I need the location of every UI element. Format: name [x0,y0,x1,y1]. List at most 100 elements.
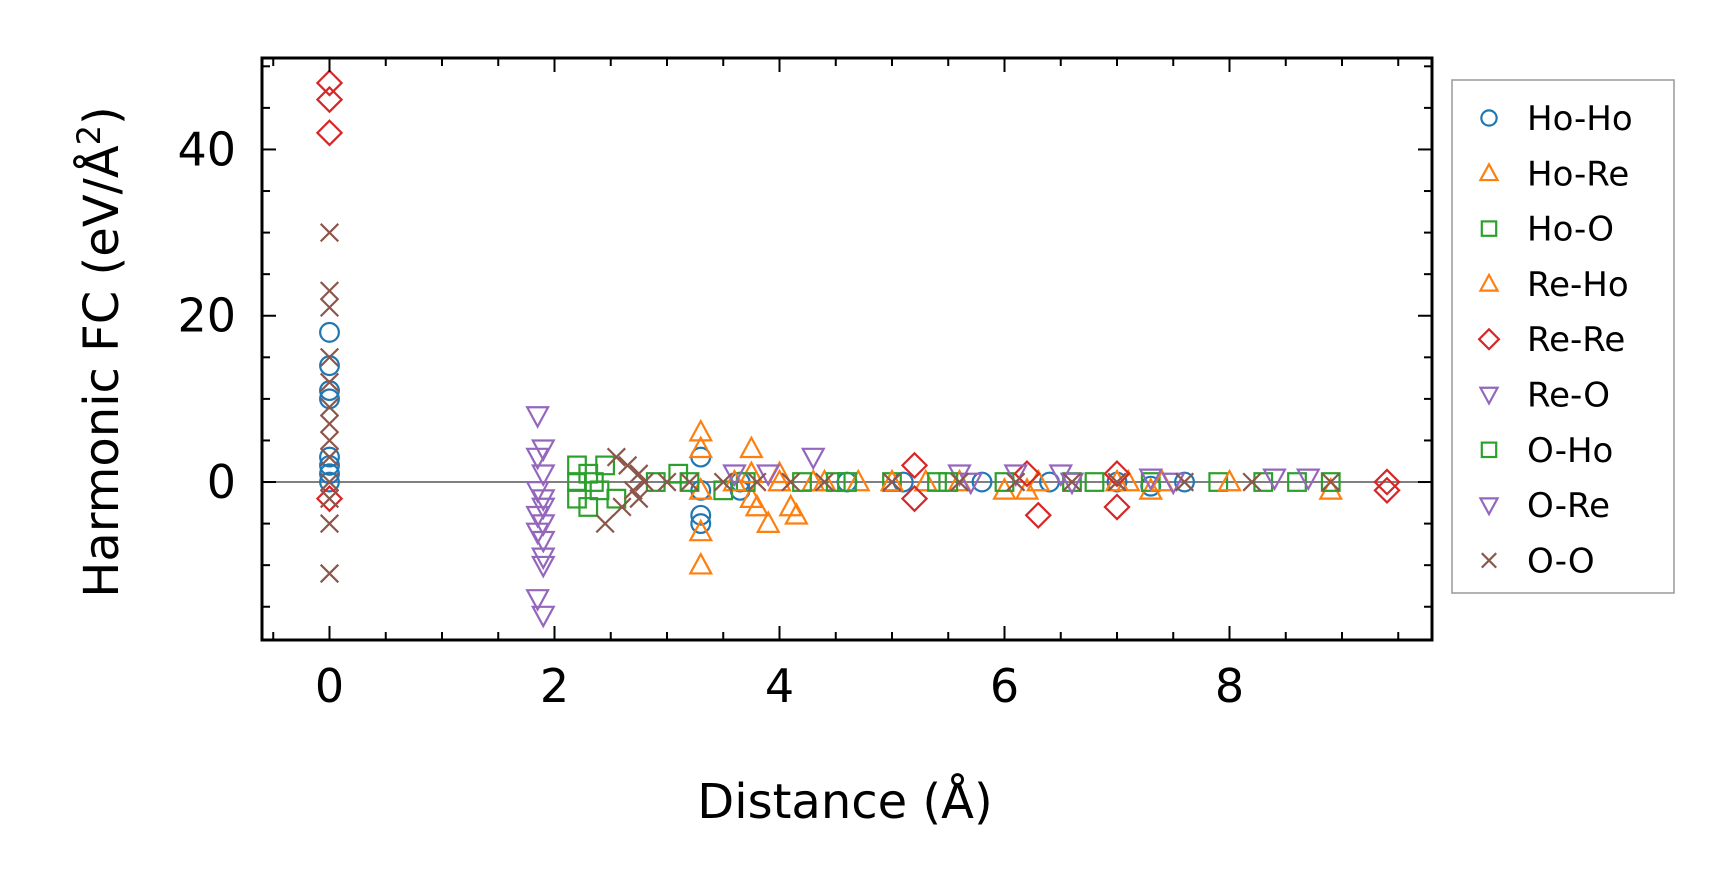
data-point [315,485,344,513]
data-point [879,468,905,492]
data-point [530,514,556,537]
data-point [657,472,677,492]
data-point [927,472,947,492]
data-point [1013,460,1041,488]
data-point [1059,472,1085,496]
data-point [1103,493,1131,521]
data-point [900,485,929,513]
data-point [629,464,649,484]
data-point [1003,464,1029,488]
data-point [1320,472,1341,492]
data-point [530,439,556,463]
data-point [679,472,700,492]
legend-marker [1480,220,1498,237]
y-axis-label-close: ) [74,106,130,125]
data-point [530,555,556,579]
data-point [319,430,340,451]
data-point [1024,501,1052,529]
data-point [690,504,712,526]
data-point [938,472,959,492]
legend-label: O-O [1527,541,1595,581]
data-point [1006,472,1026,492]
data-point [530,497,556,521]
data-point [595,455,616,476]
data-point [319,489,340,509]
legend-label: O-Ho [1527,431,1613,471]
data-point [688,551,714,575]
y-axis-label-superscript: 2 [70,125,108,145]
data-point [781,472,801,492]
legend-marker [1478,272,1500,292]
plot-frame [260,56,1434,642]
series-re-o [525,406,1321,629]
data-point [319,321,340,343]
x-tick-label: 2 [540,659,569,713]
data-point [530,530,556,554]
legend-label: Re-Ho [1527,265,1629,305]
data-point [319,447,340,467]
data-point [767,468,792,492]
data-point [319,471,340,493]
y-tick-label: 40 [177,122,236,176]
x-tick-label: 6 [990,659,1019,713]
data-point [319,514,340,534]
legend-marker [1478,386,1500,406]
legend-marker [1480,109,1498,127]
data-point [913,468,939,492]
data-point [618,455,638,475]
data-point [900,451,929,480]
data-point [1253,472,1274,492]
data-point [612,497,632,517]
data-point [1217,468,1242,492]
y-tick-label: 20 [177,289,236,343]
series-ho-re [688,418,1344,575]
data-point [739,435,764,459]
data-point [315,119,344,147]
data-point [525,406,550,429]
data-point [747,472,767,492]
data-point [606,447,626,467]
legend-label: O-Re [1527,486,1610,526]
legend-label: Re-O [1527,376,1610,416]
data-point [595,514,615,534]
data-point [800,447,826,471]
series-o-o [319,223,1341,584]
data-point [583,472,604,492]
data-point [688,418,714,442]
y-tick-label: 0 [207,455,236,509]
data-point [1062,472,1082,492]
data-point [629,489,649,509]
plot-layer [262,69,1432,629]
data-point [623,480,643,500]
axes-layer: 0 2 4 6 8 0 20 40 [177,56,1434,713]
legend-label: Ho-O [1527,210,1614,250]
data-point [1373,476,1401,504]
data-point [1262,468,1287,492]
data-point [1242,472,1262,492]
data-point [1138,468,1164,492]
series-o-ho [583,472,1105,492]
data-point [1138,477,1164,500]
data-point [1321,472,1341,492]
data-point [949,472,970,492]
data-point [812,468,837,492]
x-axis-label: Distance (Å) [697,773,992,830]
data-point [958,472,984,496]
data-point [1160,472,1186,496]
series-ho-ho [319,321,1195,535]
data-point [319,223,340,243]
data-point [1103,460,1131,488]
data-point [755,510,781,533]
data-point [530,464,556,488]
data-point [792,472,812,492]
data-point [1107,472,1127,492]
data-point [315,85,344,114]
data-point [688,435,714,459]
data-point [525,589,550,612]
series-re-re [315,69,1401,529]
y-axis-label: Harmonic FC (eV/Å2) [70,106,130,598]
data-point [722,468,747,492]
x-tick-label: 8 [1215,659,1244,713]
data-point [882,472,902,492]
